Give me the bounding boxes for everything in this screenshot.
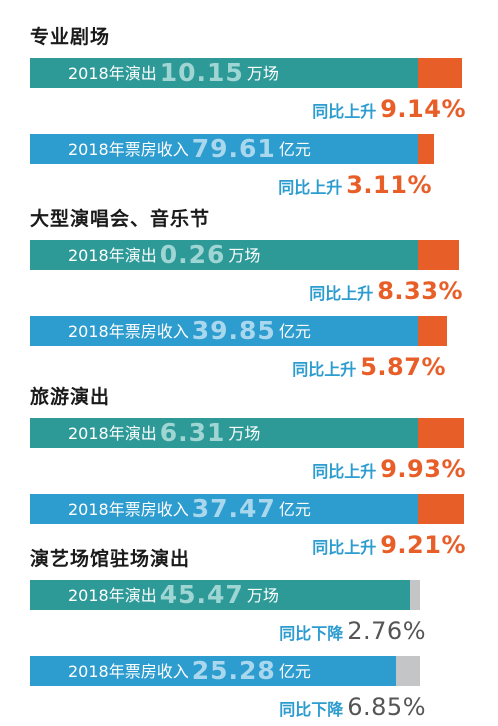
change-text: 同比下降 <box>279 624 344 643</box>
change-label: 同比上升 9.14% <box>312 94 466 124</box>
bar-unit: 万场 <box>246 64 279 83</box>
bar-prefix: 2018年票房收入 <box>68 140 189 159</box>
change-percent: 9.93% <box>380 455 466 483</box>
change-percent: 6.85% <box>347 693 426 721</box>
bar-unit: 万场 <box>228 424 261 443</box>
change-label: 同比下降 6.85% <box>279 692 426 722</box>
bar-value: 39.85 <box>191 316 276 345</box>
bar-value: 0.26 <box>159 240 226 269</box>
change-label: 同比上升 8.33% <box>309 276 463 306</box>
bar-unit: 万场 <box>228 246 261 265</box>
change-label: 同比上升 3.11% <box>278 170 432 200</box>
bar-label: 2018年演出 0.26 万场 <box>68 240 260 270</box>
bar-unit: 亿元 <box>278 500 311 519</box>
change-text: 同比下降 <box>279 700 344 719</box>
bar-unit: 亿元 <box>278 662 311 681</box>
bar-label: 2018年演出 45.47 万场 <box>68 580 279 610</box>
change-percent: 2.76% <box>347 617 426 645</box>
bar-main-segment <box>30 494 418 524</box>
bar-mark: 2018年演出 10.15 万场 <box>30 58 462 88</box>
bar-mark: 2018年演出 45.47 万场 <box>30 580 420 610</box>
bar-prefix: 2018年票房收入 <box>68 662 189 681</box>
bar-prefix: 2018年演出 <box>68 586 157 605</box>
bar-unit: 万场 <box>246 586 279 605</box>
bar-main-segment <box>30 240 418 270</box>
change-label: 同比上升 9.21% <box>312 530 466 560</box>
change-text: 同比上升 <box>309 284 374 303</box>
bar-change-segment <box>410 580 420 610</box>
change-text: 同比上升 <box>312 538 377 557</box>
bar-main-segment <box>30 58 418 88</box>
section-title: 演艺场馆驻场演出 <box>30 548 191 570</box>
bar-change-segment <box>418 240 459 270</box>
bar-change-segment <box>418 58 462 88</box>
bar-value: 6.31 <box>159 418 226 447</box>
bar-label: 2018年演出 10.15 万场 <box>68 58 279 88</box>
bar-main-segment <box>30 656 396 686</box>
bar-value: 25.28 <box>191 656 276 685</box>
bar-value: 79.61 <box>191 134 276 163</box>
bar-label: 2018年票房收入 37.47 亿元 <box>68 494 311 524</box>
bar-label: 2018年票房收入 25.28 亿元 <box>68 656 311 686</box>
bar-main-segment <box>30 418 418 448</box>
change-percent: 8.33% <box>377 277 463 305</box>
bar-main-segment <box>30 134 418 164</box>
bar-mark: 2018年票房收入 79.61 亿元 <box>30 134 434 164</box>
change-text: 同比上升 <box>312 102 377 121</box>
bar-label: 2018年票房收入 39.85 亿元 <box>68 316 311 346</box>
bar-value: 45.47 <box>159 580 244 609</box>
bar-mark: 2018年演出 6.31 万场 <box>30 418 464 448</box>
bar-value: 10.15 <box>159 58 244 87</box>
section-title: 专业剧场 <box>30 26 111 48</box>
section-title: 大型演唱会、音乐节 <box>30 208 211 230</box>
bar-change-segment <box>418 134 434 164</box>
change-percent: 5.87% <box>360 353 446 381</box>
bar-mark: 2018年票房收入 25.28 亿元 <box>30 656 420 686</box>
bar-value: 37.47 <box>191 494 276 523</box>
bar-change-segment <box>396 656 420 686</box>
change-percent: 9.21% <box>380 531 466 559</box>
bar-main-segment <box>30 580 410 610</box>
bar-mark: 2018年票房收入 37.47 亿元 <box>30 494 464 524</box>
bar-label: 2018年演出 6.31 万场 <box>68 418 260 448</box>
section-title: 旅游演出 <box>30 386 111 408</box>
change-label: 同比上升 9.93% <box>312 454 466 484</box>
change-percent: 9.14% <box>380 95 466 123</box>
bar-prefix: 2018年演出 <box>68 246 157 265</box>
bar-prefix: 2018年票房收入 <box>68 500 189 519</box>
bar-main-segment <box>30 316 418 346</box>
bar-mark: 2018年票房收入 39.85 亿元 <box>30 316 447 346</box>
change-text: 同比上升 <box>278 178 343 197</box>
bar-prefix: 2018年演出 <box>68 424 157 443</box>
change-text: 同比上升 <box>292 360 357 379</box>
bar-prefix: 2018年票房收入 <box>68 322 189 341</box>
bar-label: 2018年票房收入 79.61 亿元 <box>68 134 311 164</box>
bar-unit: 亿元 <box>278 322 311 341</box>
change-percent: 3.11% <box>346 171 432 199</box>
bar-change-segment <box>418 316 447 346</box>
bar-prefix: 2018年演出 <box>68 64 157 83</box>
bar-unit: 亿元 <box>278 140 311 159</box>
change-label: 同比下降 2.76% <box>279 616 426 646</box>
change-text: 同比上升 <box>312 462 377 481</box>
bar-change-segment <box>418 418 464 448</box>
change-label: 同比上升 5.87% <box>292 352 446 382</box>
bar-change-segment <box>418 494 464 524</box>
bar-mark: 2018年演出 0.26 万场 <box>30 240 459 270</box>
